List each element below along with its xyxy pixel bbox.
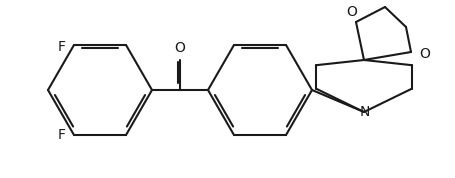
Text: F: F	[58, 128, 66, 142]
Text: O: O	[174, 41, 185, 55]
Text: O: O	[346, 5, 357, 19]
Text: N: N	[359, 105, 369, 119]
Text: F: F	[58, 40, 66, 54]
Text: O: O	[419, 47, 430, 61]
